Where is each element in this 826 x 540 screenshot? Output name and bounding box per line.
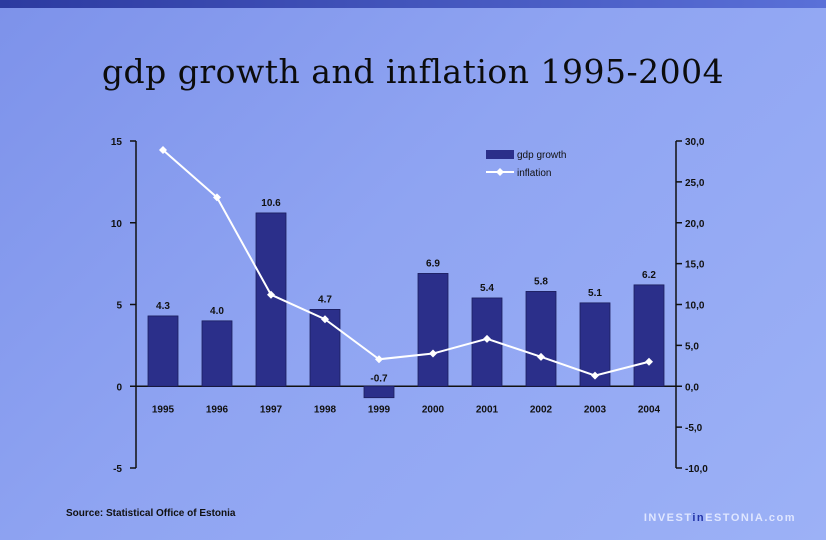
x-tick-label: 2000: [422, 404, 445, 415]
bar-data-label: 5.1: [588, 288, 602, 299]
brand-suffix: ESTONIA.com: [705, 512, 796, 524]
inflation-point: [483, 334, 491, 343]
x-tick-label: 1996: [206, 404, 229, 415]
inflation-line: [162, 149, 650, 377]
bar-data-label: 4.7: [318, 294, 332, 305]
right-tick-label: 25,0: [685, 178, 705, 189]
left-tick-label: 0: [116, 382, 122, 393]
x-tick-label: 1999: [368, 404, 391, 415]
x-tick-label: 2004: [638, 404, 661, 415]
right-tick-label: 15,0: [685, 260, 705, 271]
legend-swatch-gdp-growth: [486, 150, 514, 159]
inflation-point: [375, 355, 383, 364]
bar-gdp-growth: [525, 291, 557, 387]
x-tick-label: 1998: [314, 404, 337, 415]
bar-data-label: 5.8: [534, 276, 548, 287]
bar-data-label: 4.3: [156, 301, 170, 312]
inflation-point: [537, 352, 545, 361]
right-tick-label: 20,0: [685, 219, 705, 230]
inflation-point: [213, 193, 221, 202]
right-tick-label: 5,0: [685, 341, 699, 352]
legend-label-gdp-growth: gdp growth: [517, 150, 566, 161]
right-tick-label: -5,0: [685, 423, 703, 434]
inflation-point: [159, 145, 167, 154]
bar-gdp-growth: [633, 284, 665, 387]
left-tick-label: 10: [111, 219, 123, 230]
left-tick-label: 15: [111, 137, 123, 148]
right-tick-label: 30,0: [685, 137, 705, 148]
chart-title: gdp growth and inflation 1995-2004: [101, 52, 725, 91]
inflation-point: [591, 371, 599, 380]
bar-data-label: 10.6: [261, 198, 281, 209]
bar-data-label: 6.9: [426, 258, 440, 269]
bar-data-label: 5.4: [480, 283, 494, 294]
bar-gdp-growth: [417, 273, 449, 387]
bar-gdp-growth: [147, 315, 179, 387]
left-tick-label: -5: [113, 464, 122, 475]
top-bar: [0, 0, 826, 8]
legend-label-inflation: inflation: [517, 168, 551, 179]
bar-gdp-growth: [363, 385, 395, 399]
right-tick-label: 0,0: [685, 382, 699, 393]
bar-data-label: 4.0: [210, 306, 224, 317]
bar-gdp-growth: [201, 320, 233, 387]
right-tick-label: 10,0: [685, 301, 705, 312]
x-tick-label: 2002: [530, 404, 553, 415]
right-tick-label: -10,0: [685, 464, 708, 475]
inflation-point: [321, 315, 329, 324]
brand-logo: INVESTinESTONIA.com: [644, 512, 796, 524]
inflation-point: [645, 357, 653, 366]
x-tick-label: 1995: [152, 404, 175, 415]
bar-data-label: -0.7: [370, 373, 388, 384]
x-tick-label: 1997: [260, 404, 283, 415]
source-note: Source: Statistical Office of Estonia: [66, 508, 236, 519]
bar-gdp-growth: [309, 309, 341, 387]
left-tick-label: 5: [116, 301, 122, 312]
x-tick-label: 2001: [476, 404, 499, 415]
brand-accent: in: [692, 512, 706, 524]
x-tick-label: 2003: [584, 404, 607, 415]
legend-marker-inflation: [496, 168, 504, 176]
brand-prefix: INVEST: [643, 512, 693, 524]
inflation-point: [267, 290, 275, 299]
inflation-point: [429, 349, 437, 358]
bar-data-label: 6.2: [642, 270, 656, 281]
